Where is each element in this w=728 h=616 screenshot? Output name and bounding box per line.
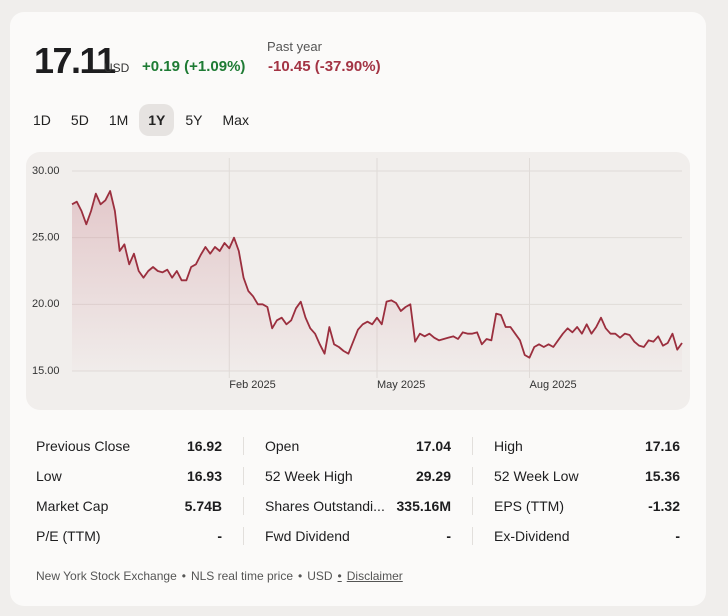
day-change: +0.19 (+1.09%) [142, 58, 246, 75]
stat-value: 15.36 [644, 468, 680, 484]
range-button[interactable]: 5D [70, 112, 89, 128]
stat-cell: 52 Week Low 15.36 [494, 461, 680, 491]
stat-label: Fwd Dividend [265, 528, 350, 544]
stat-cell: Low 16.93 [36, 461, 244, 491]
currency: USD [104, 61, 130, 75]
quote-card: 17.11 USD +0.19 (+1.09%) Past year -10.4… [10, 12, 706, 606]
stat-value: -1.32 [648, 498, 680, 514]
stat-cell: Previous Close 16.92 [36, 431, 244, 461]
stat-value: 16.93 [186, 468, 222, 484]
range-button[interactable]: Max [222, 112, 249, 128]
footer-item: New York Stock Exchange [36, 569, 177, 583]
stat-label: 52 Week Low [494, 468, 579, 484]
x-tick-label: Aug 2025 [530, 379, 577, 391]
stat-cell: Open 17.04 [265, 431, 473, 461]
disclaimer-link[interactable]: Disclaimer [333, 569, 403, 583]
stat-value: 335.16M [396, 498, 451, 514]
chart: 15.00 20.00 25.00 30.00 Feb 2025 May 2025 Aug … [32, 158, 683, 391]
stat-label: P/E (TTM) [36, 528, 101, 544]
price: 17.11 [34, 40, 116, 81]
stat-value: 29.29 [415, 468, 451, 484]
stat-value: - [217, 528, 222, 544]
range-button[interactable]: 5Y [185, 112, 203, 128]
y-tick-label: 30.00 [32, 165, 60, 177]
stat-cell: Market Cap 5.74B [36, 491, 244, 521]
range-button[interactable]: 1Y [139, 104, 175, 136]
stat-label: EPS (TTM) [494, 498, 564, 514]
stat-value: 17.04 [415, 438, 451, 454]
range-button[interactable]: 1M [108, 112, 129, 128]
stat-value: 16.92 [186, 438, 222, 454]
stat-label: Market Cap [36, 498, 109, 514]
stat-label: Previous Close [36, 438, 131, 454]
y-tick-label: 25.00 [32, 232, 60, 244]
chart-panel: 15.00 20.00 25.00 30.00 Feb 2025 May 2025 Aug … [26, 152, 690, 410]
stat-cell: Shares Outstandi... 335.16M [265, 491, 473, 521]
y-tick-label: 20.00 [32, 298, 60, 310]
price-line [71, 190, 683, 359]
stat-label: 52 Week High [265, 468, 353, 484]
stat-label: Open [265, 438, 300, 454]
stat-cell: EPS (TTM) -1.32 [494, 491, 680, 521]
stat-label: High [494, 438, 523, 454]
stat-label: Low [36, 468, 62, 484]
stat-cell: Fwd Dividend - [265, 521, 473, 551]
stat-cell: High 17.16 [494, 431, 680, 461]
past-year-label: Past year [267, 39, 322, 54]
stat-cell: P/E (TTM) - [36, 521, 244, 551]
stats-table: Previous Close 16.92 Open 17.04 High 17.16 Low… [36, 431, 680, 551]
stat-value: - [446, 528, 451, 544]
x-tick-label: Feb 2025 [229, 379, 275, 391]
past-year-change: -10.45 (-37.90%) [268, 58, 381, 75]
range-selector: 1D 5D 1M 1Y 5Y Max [24, 104, 258, 136]
footer-item: NLS real time price [177, 569, 293, 583]
stat-label: Ex-Dividend [494, 528, 570, 544]
stat-cell: Ex-Dividend - [494, 521, 680, 551]
area-fill [72, 191, 682, 371]
stat-value: 17.16 [644, 438, 680, 454]
y-tick-label: 15.00 [32, 365, 60, 377]
stat-cell: 52 Week High 29.29 [265, 461, 473, 491]
footer-item: USD [293, 569, 332, 583]
stat-label: Shares Outstandi... [265, 498, 385, 514]
stat-value: - [675, 528, 680, 544]
range-button[interactable]: 1D [33, 112, 51, 128]
stat-value: 5.74B [184, 498, 222, 514]
x-tick-label: May 2025 [377, 379, 425, 391]
footer: New York Stock ExchangeNLS real time pri… [36, 569, 403, 583]
